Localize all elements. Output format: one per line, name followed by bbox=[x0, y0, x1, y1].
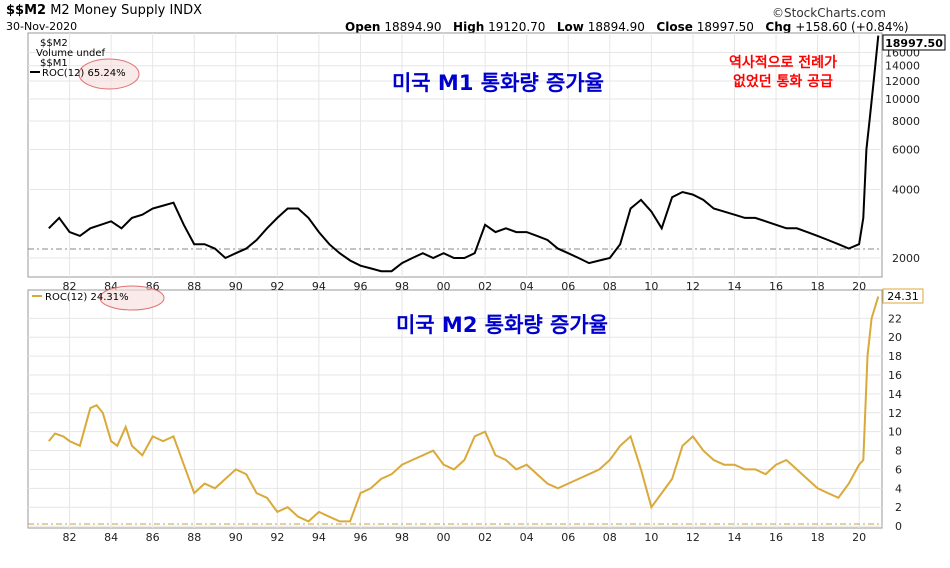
series-name: M2 Money Supply bbox=[50, 3, 166, 18]
chg-value: +158.60 (+0.84%) bbox=[795, 20, 909, 34]
bottom-y-tick-label: 4 bbox=[895, 482, 902, 495]
bottom-x-tick-label: 06 bbox=[561, 531, 575, 544]
chart-date: 30-Nov-2020 bbox=[6, 20, 78, 33]
symbol: $$M2 bbox=[6, 3, 47, 18]
top-panel-frame bbox=[27, 32, 883, 278]
bottom-y-tick-label: 22 bbox=[888, 312, 902, 325]
top-x-tick-label: 98 bbox=[395, 280, 409, 293]
top-y-tick-label: 4000 bbox=[892, 184, 920, 197]
m1-annotation-title: 미국 M1 통화량 증가율 bbox=[392, 71, 604, 95]
top-x-tick-label: 20 bbox=[852, 280, 866, 293]
bottom-x-tick-label: 82 bbox=[63, 531, 77, 544]
top-x-tick-label: 12 bbox=[686, 280, 700, 293]
m2-annotation-title: 미국 M2 통화량 증가율 bbox=[396, 313, 608, 337]
bottom-x-tick-label: 14 bbox=[727, 531, 741, 544]
bottom-x-tick-label: 10 bbox=[644, 531, 658, 544]
red-annotation-line1: 역사적으로 전례가 bbox=[729, 54, 837, 71]
bottom-x-tick-label: 84 bbox=[104, 531, 118, 544]
bottom-x-tick-label: 88 bbox=[187, 531, 201, 544]
top-legend-roc: ROC(12) 65.24% bbox=[42, 68, 126, 79]
top-x-tick-label: 06 bbox=[561, 280, 575, 293]
top-legend-volume: Volume undef bbox=[36, 48, 106, 59]
bottom-legend-highlight-circle bbox=[99, 285, 165, 311]
top-y-tick-label: 12000 bbox=[885, 75, 920, 88]
top-x-tick-label: 04 bbox=[520, 280, 534, 293]
top-x-tick-label: 90 bbox=[229, 280, 243, 293]
top-last-value-tag-bg bbox=[882, 34, 946, 51]
top-x-tick-label: 96 bbox=[353, 280, 367, 293]
top-y-tick-label: 14000 bbox=[885, 60, 920, 73]
bottom-x-tick-label: 96 bbox=[353, 531, 367, 544]
bottom-y-tick-label: 8 bbox=[895, 445, 902, 458]
bottom-y-tick-label: 18 bbox=[888, 350, 902, 363]
bottom-x-tick-label: 92 bbox=[270, 531, 284, 544]
high-label: High bbox=[453, 20, 485, 34]
bottom-x-tick-label: 94 bbox=[312, 531, 326, 544]
top-x-tick-label: 14 bbox=[727, 280, 741, 293]
bottom-x-tick-label: 00 bbox=[437, 531, 451, 544]
bottom-legend-roc: ROC(12) 24.31% bbox=[45, 292, 129, 303]
top-legend-m1: $$M1 bbox=[40, 58, 68, 69]
ohlc-readout: Open 18894.90 High 19120.70 Low 18894.90… bbox=[345, 20, 909, 34]
bottom-last-value-tag-bg bbox=[882, 288, 924, 304]
m1-series-line bbox=[48, 35, 880, 273]
bottom-x-tick-label: 18 bbox=[811, 531, 825, 544]
top-y-tick-label: 10000 bbox=[885, 93, 920, 106]
top-x-tick-label: 02 bbox=[478, 280, 492, 293]
bottom-x-tick-label: 20 bbox=[852, 531, 866, 544]
bottom-y-tick-label: 12 bbox=[888, 407, 902, 420]
top-x-tick-label: 18 bbox=[811, 280, 825, 293]
bottom-y-axis: 0 2 4 6 8 10 12 14 16 18 20 22 bbox=[888, 312, 902, 533]
top-y-tick-label: 8000 bbox=[892, 115, 920, 128]
m2-roc-series-line bbox=[48, 296, 880, 523]
top-x-tick-label: 10 bbox=[644, 280, 658, 293]
bottom-x-tick-label: 86 bbox=[146, 531, 160, 544]
bottom-x-tick-label: 98 bbox=[395, 531, 409, 544]
close-label: Close bbox=[656, 20, 693, 34]
chg-label: Chg bbox=[765, 20, 792, 34]
top-x-tick-label: 88 bbox=[187, 280, 201, 293]
bottom-x-tick-label: 04 bbox=[520, 531, 534, 544]
bottom-y-tick-label: 6 bbox=[895, 463, 902, 476]
top-legend-highlight-circle bbox=[78, 58, 140, 90]
top-x-tick-label: 16 bbox=[769, 280, 783, 293]
open-label: Open bbox=[345, 20, 381, 34]
brand-logo: ©StockCharts.com bbox=[772, 6, 886, 20]
top-y-tick-label: 6000 bbox=[892, 143, 920, 156]
bottom-y-tick-label: 14 bbox=[888, 388, 902, 401]
bottom-y-tick-label: 0 bbox=[895, 520, 902, 533]
bottom-x-tick-label: 12 bbox=[686, 531, 700, 544]
open-value: 18894.90 bbox=[384, 20, 442, 34]
bottom-x-tick-label: 08 bbox=[603, 531, 617, 544]
bottom-x-tick-label: 90 bbox=[229, 531, 243, 544]
bottom-last-value-tag: 24.31 bbox=[887, 290, 919, 303]
bottom-x-axis: 82 84 86 88 90 92 94 96 98 00 02 04 06 08 10 12 14 16 18 20 bbox=[63, 531, 867, 544]
top-x-tick-label: 82 bbox=[63, 280, 77, 293]
top-x-tick-label: 92 bbox=[270, 280, 284, 293]
red-annotation-line2: 없었던 통화 공급 bbox=[733, 73, 833, 90]
close-value: 18997.50 bbox=[696, 20, 754, 34]
exchange: INDX bbox=[169, 3, 202, 18]
top-last-value-tag: 18997.50 bbox=[885, 37, 943, 50]
top-x-tick-label: 94 bbox=[312, 280, 326, 293]
low-label: Low bbox=[556, 20, 584, 34]
bottom-y-tick-label: 20 bbox=[888, 331, 902, 344]
bottom-y-tick-label: 2 bbox=[895, 501, 902, 514]
bottom-y-tick-label: 10 bbox=[888, 426, 902, 439]
bottom-x-tick-label: 16 bbox=[769, 531, 783, 544]
bottom-panel-frame bbox=[27, 289, 883, 529]
bottom-x-tick-label: 02 bbox=[478, 531, 492, 544]
bottom-y-tick-label: 16 bbox=[888, 369, 902, 382]
top-x-tick-label: 00 bbox=[437, 280, 451, 293]
top-x-tick-label: 08 bbox=[603, 280, 617, 293]
top-y-tick-label: 2000 bbox=[892, 252, 920, 265]
top-legend-m2: $$M2 bbox=[40, 38, 68, 49]
low-value: 18894.90 bbox=[587, 20, 645, 34]
chart-header-title: $$M2 M2 Money Supply INDX bbox=[6, 3, 202, 18]
top-x-axis: 82 84 86 88 90 92 94 96 98 00 02 04 06 08 10 12 14 16 18 20 bbox=[63, 280, 867, 293]
high-value: 19120.70 bbox=[488, 20, 546, 34]
